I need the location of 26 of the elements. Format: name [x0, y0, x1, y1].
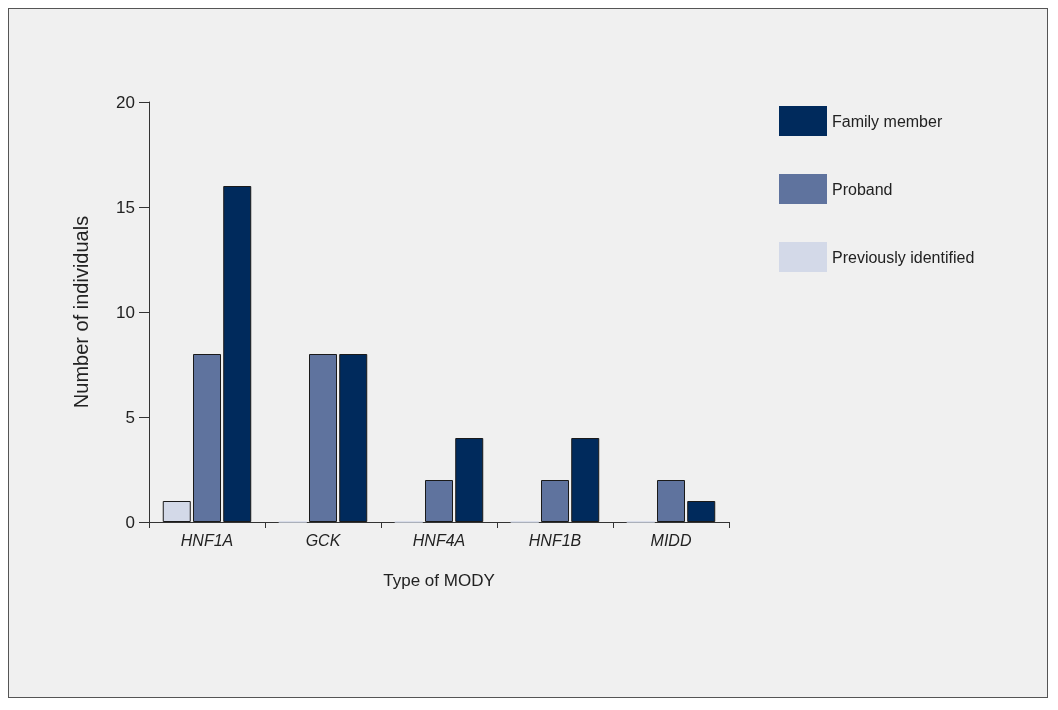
- bar: [339, 354, 368, 522]
- y-tick-label: 20: [116, 92, 135, 112]
- y-tick-label: 5: [125, 407, 135, 427]
- bar: [571, 438, 600, 522]
- x-axis-title: Type of MODY: [383, 571, 495, 590]
- bar: [455, 438, 484, 522]
- bar: [223, 186, 252, 522]
- legend-label: Previously identified: [832, 248, 975, 266]
- y-tick-label: 10: [116, 302, 135, 322]
- legend-label: Family member: [832, 112, 943, 130]
- x-tick-label: MIDD: [650, 531, 692, 549]
- bar: [687, 501, 716, 522]
- bar: [541, 480, 569, 522]
- y-tick-label: 15: [116, 197, 135, 217]
- bar: [425, 480, 453, 522]
- bar: [309, 354, 337, 522]
- bar: [193, 354, 221, 522]
- x-tick-label: GCK: [305, 531, 342, 549]
- x-tick-label: HNF1B: [528, 531, 582, 549]
- x-tick-label: HNF1A: [180, 531, 234, 549]
- bar: [162, 501, 191, 522]
- y-tick-label: 0: [125, 512, 135, 532]
- bar: [657, 480, 685, 522]
- legend-label: Proband: [832, 180, 893, 198]
- y-axis-title: Number of individuals: [70, 215, 92, 409]
- x-tick-label: HNF4A: [412, 531, 466, 549]
